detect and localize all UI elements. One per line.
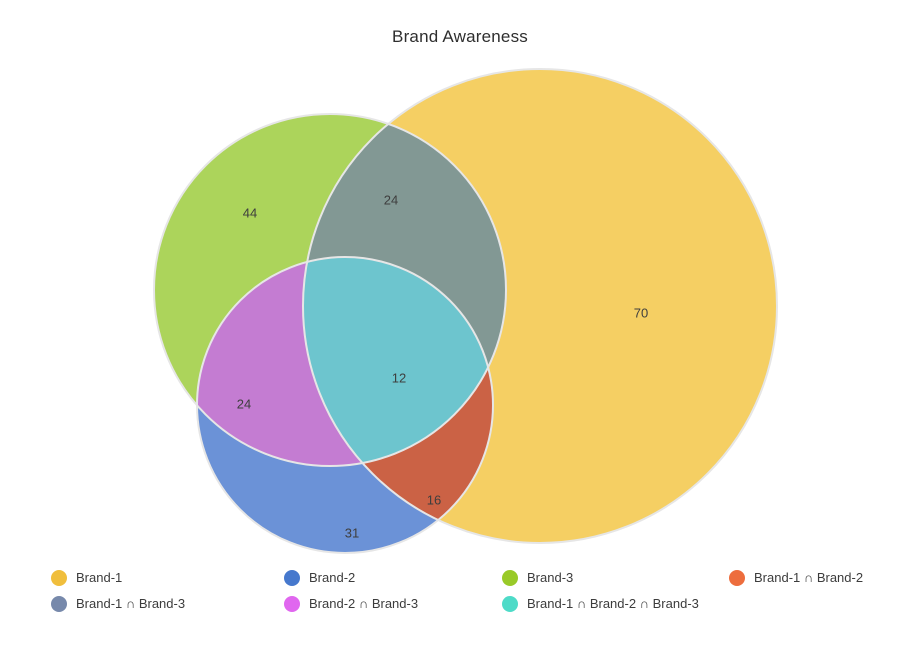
venn-value-brand-2: 31 xyxy=(345,526,359,541)
legend-label: Brand-1 xyxy=(76,570,123,585)
legend-marker-icon xyxy=(51,596,67,612)
venn-outline-brand-2 xyxy=(196,256,494,554)
venn-value-brand-1-and-brand-2: 16 xyxy=(427,493,441,508)
legend-label: Brand-1 ∩ Brand-2 xyxy=(754,570,864,585)
venn-outline-brand-1 xyxy=(302,68,778,544)
legend-item-brand-1-and-brand-2-and-brand-3[interactable]: Brand-1 ∩ Brand-2 ∩ Brand-3 xyxy=(502,595,699,613)
venn-value-brand-2-and-brand-3: 24 xyxy=(237,397,251,412)
legend-item-brand-2-and-brand-3[interactable]: Brand-2 ∩ Brand-3 xyxy=(284,595,418,613)
legend-marker-icon xyxy=(729,570,745,586)
legend-label: Brand-1 ∩ Brand-2 ∩ Brand-3 xyxy=(527,596,699,611)
legend-item-brand-1-and-brand-2[interactable]: Brand-1 ∩ Brand-2 xyxy=(729,569,863,587)
chart-title: Brand Awareness xyxy=(392,27,528,46)
legend-item-brand-2[interactable]: Brand-2 xyxy=(284,569,355,587)
venn-value-brand-1-and-brand-2-and-brand-3: 12 xyxy=(392,371,406,386)
legend-marker-icon xyxy=(284,570,300,586)
venn-value-brand-1: 70 xyxy=(634,306,648,321)
legend-label: Brand-2 xyxy=(309,570,356,585)
legend-marker-icon xyxy=(284,596,300,612)
legend-label: Brand-1 ∩ Brand-3 xyxy=(76,596,186,611)
legend-label: Brand-3 xyxy=(527,570,574,585)
legend-item-brand-1-and-brand-3[interactable]: Brand-1 ∩ Brand-3 xyxy=(51,595,185,613)
legend-item-brand-3[interactable]: Brand-3 xyxy=(502,569,573,587)
legend-marker-icon xyxy=(502,570,518,586)
legend-item-brand-1[interactable]: Brand-1 xyxy=(51,569,122,587)
venn-value-brand-1-and-brand-3: 24 xyxy=(384,193,398,208)
venn-region-brand-1-and-brand-2-and-brand-3[interactable] xyxy=(197,257,493,553)
legend-marker-icon xyxy=(502,596,518,612)
legend-label: Brand-2 ∩ Brand-3 xyxy=(309,596,419,611)
venn-value-brand-3: 44 xyxy=(243,206,257,221)
legend-marker-icon xyxy=(51,570,67,586)
venn-outline-brand-3 xyxy=(153,113,507,467)
